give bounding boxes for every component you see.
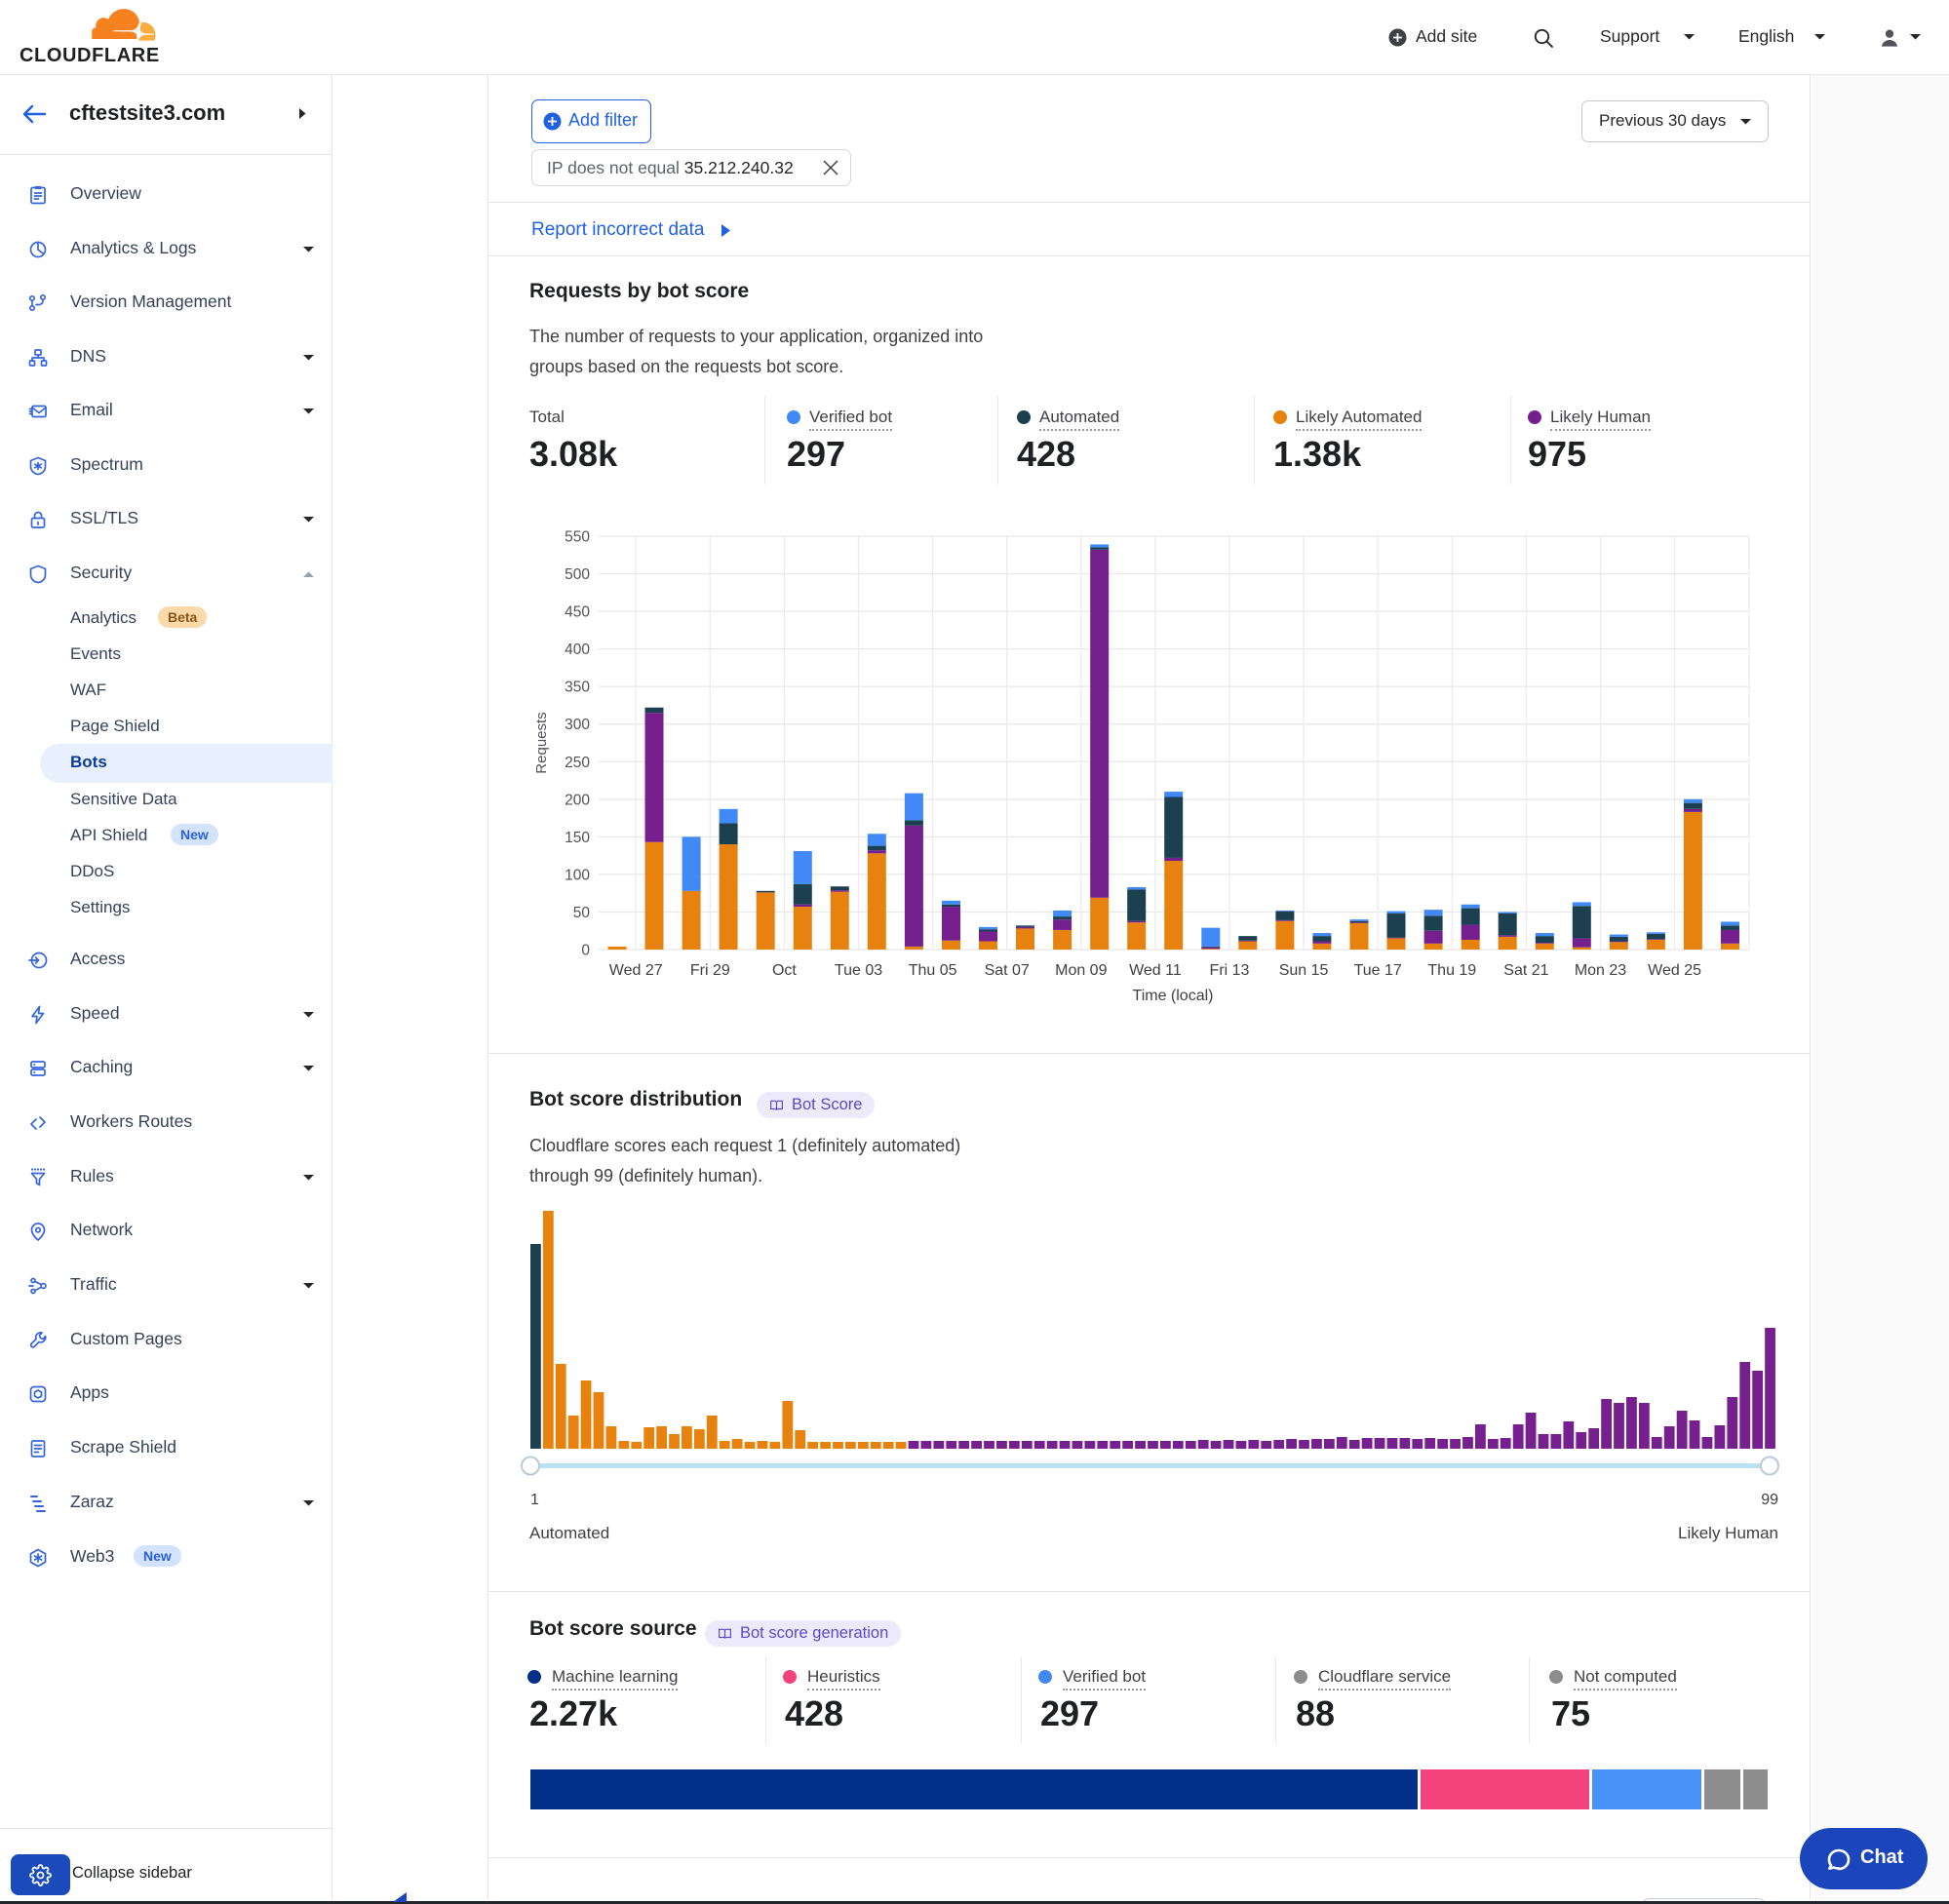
svg-text:Likely Human: Likely Human: [1678, 1524, 1778, 1542]
svg-text:Oct: Oct: [772, 962, 797, 979]
svg-text:550: 550: [565, 529, 590, 546]
svg-text:Tue 17: Tue 17: [1354, 962, 1402, 979]
svg-text:Wed 11: Wed 11: [1129, 962, 1182, 979]
svg-text:Requests: Requests: [533, 712, 550, 773]
svg-text:50: 50: [573, 905, 591, 921]
svg-text:Time (local): Time (local): [1133, 988, 1214, 1004]
svg-text:Fri 13: Fri 13: [1210, 962, 1250, 979]
svg-text:350: 350: [565, 680, 590, 696]
svg-text:Wed 25: Wed 25: [1648, 962, 1701, 979]
svg-text:Mon 23: Mon 23: [1575, 962, 1626, 979]
svg-text:400: 400: [565, 641, 590, 658]
svg-text:Automated: Automated: [529, 1524, 609, 1542]
svg-text:0: 0: [581, 943, 590, 959]
svg-text:Tue 03: Tue 03: [835, 962, 882, 979]
svg-text:Mon 09: Mon 09: [1055, 962, 1107, 979]
svg-text:Wed 27: Wed 27: [609, 962, 663, 979]
svg-text:Fri 29: Fri 29: [690, 962, 730, 979]
svg-text:200: 200: [565, 792, 590, 808]
svg-text:100: 100: [565, 867, 590, 883]
svg-text:99: 99: [1761, 1492, 1778, 1508]
svg-text:150: 150: [565, 830, 590, 846]
svg-text:500: 500: [565, 566, 590, 583]
svg-text:300: 300: [565, 717, 590, 733]
svg-text:Thu 05: Thu 05: [909, 962, 957, 979]
svg-text:Sat 21: Sat 21: [1503, 962, 1548, 979]
svg-text:Sun 15: Sun 15: [1279, 962, 1329, 979]
svg-text:1: 1: [530, 1492, 539, 1508]
svg-text:Thu 19: Thu 19: [1427, 962, 1476, 979]
svg-text:250: 250: [565, 755, 590, 771]
svg-text:450: 450: [565, 604, 590, 621]
svg-text:Sat 07: Sat 07: [985, 962, 1030, 979]
